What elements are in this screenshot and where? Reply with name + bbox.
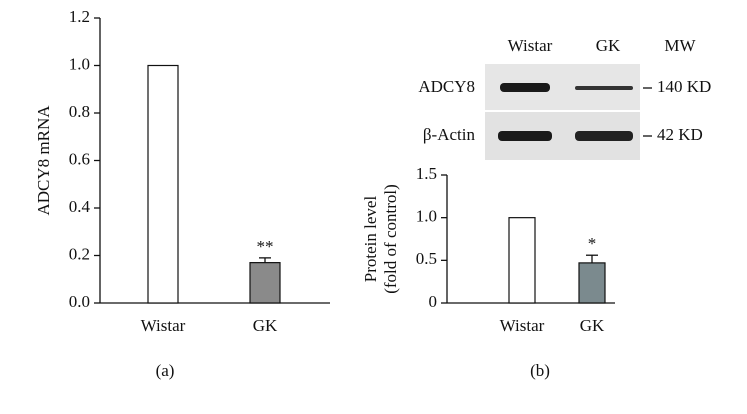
y-axis-label: Protein level: [361, 196, 380, 283]
x-tick-label: GK: [253, 316, 278, 335]
significance: **: [257, 237, 274, 256]
y-tick-label: 0.5: [416, 249, 437, 268]
y-axis-label: (fold of control): [381, 184, 400, 294]
x-tick-label: Wistar: [141, 316, 186, 335]
significance: *: [588, 234, 597, 253]
y-tick-label: 0.0: [69, 292, 90, 311]
x-tick-label: Wistar: [500, 316, 545, 335]
y-tick-label: 0.8: [69, 102, 90, 121]
bar: [249, 262, 281, 304]
blot-image: [485, 64, 652, 160]
y-tick-label: 0.4: [69, 197, 91, 216]
mw-label: 42 KD: [657, 125, 703, 144]
bar: [147, 64, 179, 304]
y-tick-label: 1.5: [416, 164, 437, 183]
y-axis-label: ADCY8 mRNA: [34, 105, 53, 216]
lane-label: GK: [596, 36, 621, 55]
mw-header: MW: [664, 36, 696, 55]
blot-row-label: β-Actin: [423, 125, 476, 144]
mw-label: 140 KD: [657, 77, 711, 96]
panel-label: (a): [156, 361, 175, 380]
bar: [508, 217, 536, 304]
blot-row-label: ADCY8: [418, 77, 475, 96]
lane-label: Wistar: [508, 36, 553, 55]
bar: [578, 262, 606, 304]
panel-label: (b): [530, 361, 550, 380]
y-tick-label: 0: [429, 292, 438, 311]
x-tick-label: GK: [580, 316, 605, 335]
y-tick-label: 1.0: [416, 207, 437, 226]
y-tick-label: 1.2: [69, 7, 90, 26]
y-tick-label: 0.2: [69, 244, 90, 263]
y-tick-label: 0.6: [69, 149, 90, 168]
y-tick-label: 1.0: [69, 54, 90, 73]
